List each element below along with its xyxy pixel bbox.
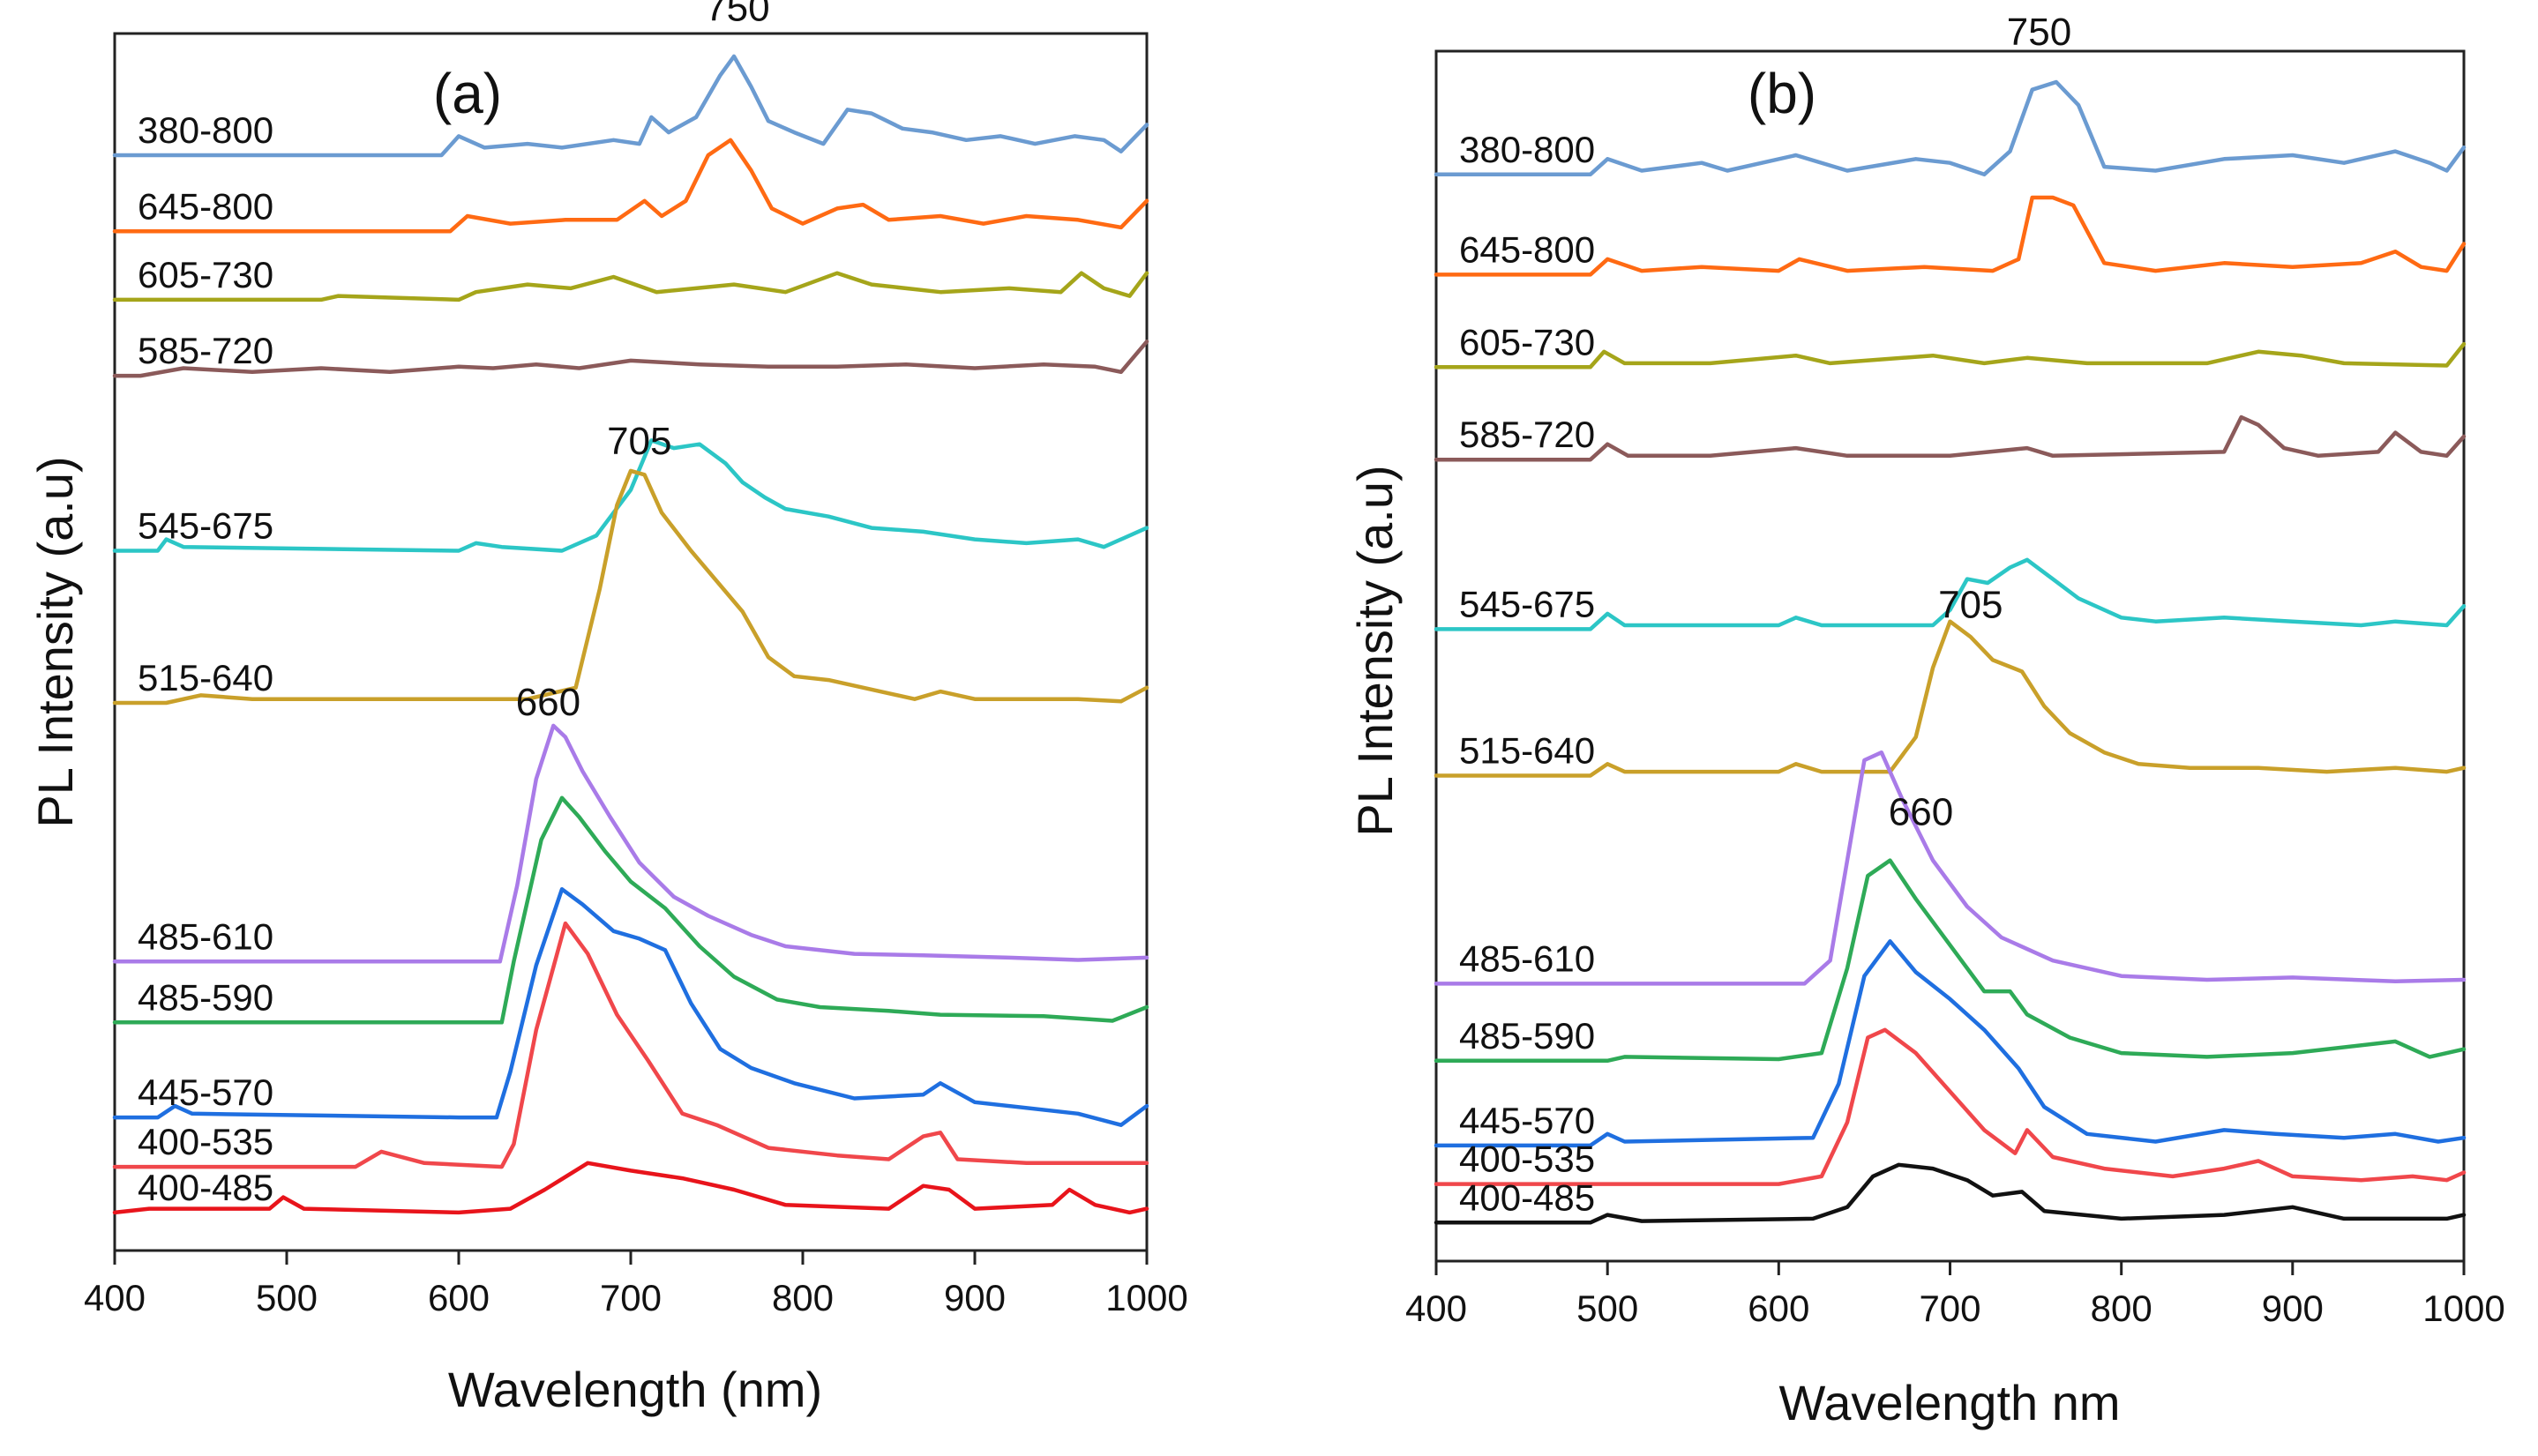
series-label-b-380-800: 380-800 [1459,129,1595,170]
x-tick-label-a-600: 600 [428,1277,490,1318]
x-tick-label-b-700: 700 [1919,1288,1980,1329]
series-line-b-515-640 [1434,619,2467,778]
x-tick-label-a-500: 500 [256,1277,318,1318]
series-label-a-515-640: 515-640 [138,657,273,698]
series-label-a-445-570: 445-570 [138,1071,273,1113]
panel-b: 380-800 645-800 605-730 585-720 545-675 515-6… [1347,11,2505,1430]
x-tick-label-b-500: 500 [1576,1288,1638,1329]
series-label-a-645-800: 645-800 [138,185,273,227]
series-label-b-585-720: 585-720 [1459,414,1595,455]
x-ticks-b: 400 500 600 700 800 900 1000 [1405,1261,2505,1329]
series-label-b-400-485: 400-485 [1459,1176,1595,1218]
y-axis-title-b: PL Intensity (a.u) [1347,465,1403,836]
series-line-a-515-640 [112,468,1149,706]
panel-label-a: (a) [433,62,502,125]
series-line-a-585-720 [112,340,1149,378]
series-line-b-400-485 [1434,1162,2467,1225]
peak-label-a-660: 660 [516,681,580,724]
series-line-b-585-720 [1434,414,2467,462]
x-tick-label-b-1000: 1000 [2422,1288,2504,1329]
x-tick-label-b-400: 400 [1405,1288,1467,1329]
x-tick-label-b-600: 600 [1748,1288,1809,1329]
series-line-b-485-610 [1434,750,2467,986]
x-ticks-a: 400 500 600 700 800 900 1000 [84,1251,1188,1318]
y-axis-title-a: PL Intensity (a.u) [27,456,83,827]
series-label-b-545-675: 545-675 [1459,583,1595,624]
series-group-b [1434,79,2467,1225]
series-line-a-645-800 [112,138,1149,234]
series-line-b-545-675 [1434,557,2467,631]
x-tick-label-a-700: 700 [600,1277,662,1318]
series-line-b-380-800 [1434,79,2467,177]
series-line-b-445-570 [1434,939,2467,1148]
series-group-a [112,54,1149,1215]
x-tick-label-a-400: 400 [84,1277,146,1318]
series-line-a-445-570 [112,887,1149,1127]
series-line-b-485-590 [1434,858,2467,1064]
peak-label-b-750: 750 [2007,11,2071,54]
peak-label-b-660: 660 [1889,790,1953,833]
peak-label-a-705: 705 [607,420,671,463]
series-line-a-545-675 [112,438,1149,553]
x-axis-title-b: Wavelength nm [1779,1375,2121,1430]
annotations-a: 380-800 645-800 605-730 585-720 545-675 515-6… [138,0,770,1208]
series-label-a-400-485: 400-485 [138,1167,273,1208]
series-label-a-380-800: 380-800 [138,109,273,151]
series-line-a-485-590 [112,795,1149,1025]
series-label-b-400-535: 400-535 [1459,1139,1595,1180]
series-line-a-605-730 [112,271,1149,302]
peak-label-a-750: 750 [705,0,769,29]
series-label-b-485-590: 485-590 [1459,1015,1595,1057]
x-tick-label-b-900: 900 [2262,1288,2324,1329]
series-label-b-645-800: 645-800 [1459,228,1595,270]
peak-label-b-705: 705 [1938,583,2003,626]
series-label-a-605-730: 605-730 [138,254,273,295]
x-tick-label-b-800: 800 [2091,1288,2152,1329]
series-label-a-545-675: 545-675 [138,505,273,547]
x-axis-title-a: Wavelength (nm) [448,1362,822,1417]
panel-label-b: (b) [1748,62,1816,125]
x-tick-label-a-800: 800 [772,1277,834,1318]
series-label-a-585-720: 585-720 [138,330,273,371]
series-label-a-485-610: 485-610 [138,915,273,957]
series-line-a-400-535 [112,921,1149,1169]
series-line-b-605-730 [1434,341,2467,370]
series-label-a-400-535: 400-535 [138,1121,273,1162]
series-line-b-645-800 [1434,195,2467,277]
series-label-a-485-590: 485-590 [138,976,273,1018]
x-tick-label-a-1000: 1000 [1105,1277,1187,1318]
panel-a: 380-800 645-800 605-730 585-720 545-675 515-6… [27,0,1188,1417]
series-line-b-400-535 [1434,1027,2467,1186]
series-label-b-515-640: 515-640 [1459,730,1595,772]
series-line-a-380-800 [112,54,1149,158]
x-tick-label-a-900: 900 [944,1277,1006,1318]
series-label-b-605-730: 605-730 [1459,321,1595,362]
series-line-a-400-485 [112,1161,1149,1215]
series-label-b-485-610: 485-610 [1459,937,1595,979]
series-line-a-485-610 [112,723,1149,964]
annotations-b: 380-800 645-800 605-730 585-720 545-675 515-6… [1459,11,2071,1218]
series-label-b-445-570: 445-570 [1459,1100,1595,1141]
